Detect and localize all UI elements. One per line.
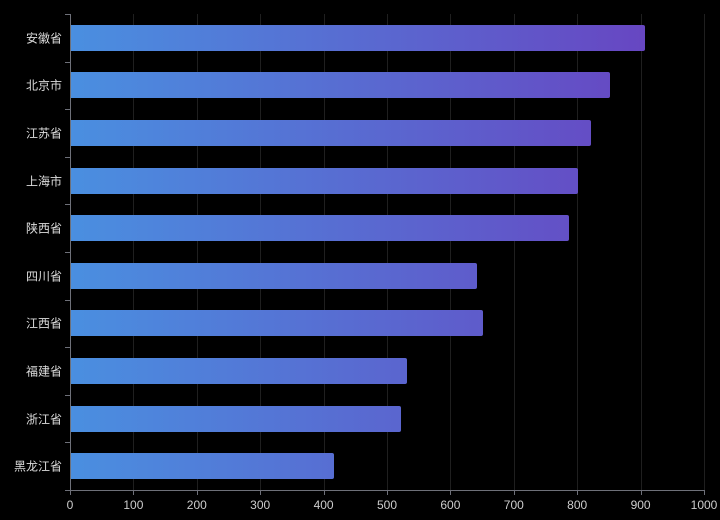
y-category-label: 浙江省 xyxy=(26,410,62,427)
x-tick-label: 100 xyxy=(123,498,143,512)
x-tick-mark xyxy=(704,490,705,495)
x-tick-label: 900 xyxy=(631,498,651,512)
x-axis-line xyxy=(70,490,704,491)
x-tick-label: 0 xyxy=(67,498,74,512)
bar xyxy=(71,358,407,384)
bar xyxy=(71,310,483,336)
horizontal-bar-chart: 0 100 200 300 400 500 600 700 800 900 1000 安徽省北京市江苏… xyxy=(0,0,720,520)
x-tick-label: 300 xyxy=(250,498,270,512)
y-category-label: 北京市 xyxy=(26,77,62,94)
y-tick-mark xyxy=(65,109,70,110)
y-category-label: 福建省 xyxy=(26,363,62,380)
grid-line xyxy=(704,14,705,490)
y-tick-mark xyxy=(65,252,70,253)
y-tick-mark xyxy=(65,490,70,491)
y-category-label: 上海市 xyxy=(26,172,62,189)
bar xyxy=(71,25,645,51)
bar xyxy=(71,406,401,432)
x-tick-label: 700 xyxy=(504,498,524,512)
y-category-label: 四川省 xyxy=(26,267,62,284)
y-tick-mark xyxy=(65,14,70,15)
y-category-label: 江苏省 xyxy=(26,125,62,142)
x-tick-label: 600 xyxy=(440,498,460,512)
x-tick-label: 500 xyxy=(377,498,397,512)
bar xyxy=(71,72,610,98)
y-category-label: 江西省 xyxy=(26,315,62,332)
y-category-label: 陕西省 xyxy=(26,220,62,237)
y-tick-mark xyxy=(65,62,70,63)
bar xyxy=(71,168,578,194)
grid-line xyxy=(641,14,642,490)
x-tick-label: 800 xyxy=(567,498,587,512)
x-tick-label: 400 xyxy=(314,498,334,512)
y-tick-mark xyxy=(65,204,70,205)
bar xyxy=(71,453,334,479)
y-tick-mark xyxy=(65,442,70,443)
bar xyxy=(71,120,591,146)
y-tick-mark xyxy=(65,157,70,158)
y-category-label: 安徽省 xyxy=(26,29,62,46)
bar xyxy=(71,263,477,289)
x-tick-label: 1000 xyxy=(691,498,718,512)
y-tick-mark xyxy=(65,347,70,348)
y-tick-mark xyxy=(65,300,70,301)
y-category-label: 黑龙江省 xyxy=(14,458,62,475)
y-tick-mark xyxy=(65,395,70,396)
x-tick-label: 200 xyxy=(187,498,207,512)
bar xyxy=(71,215,569,241)
